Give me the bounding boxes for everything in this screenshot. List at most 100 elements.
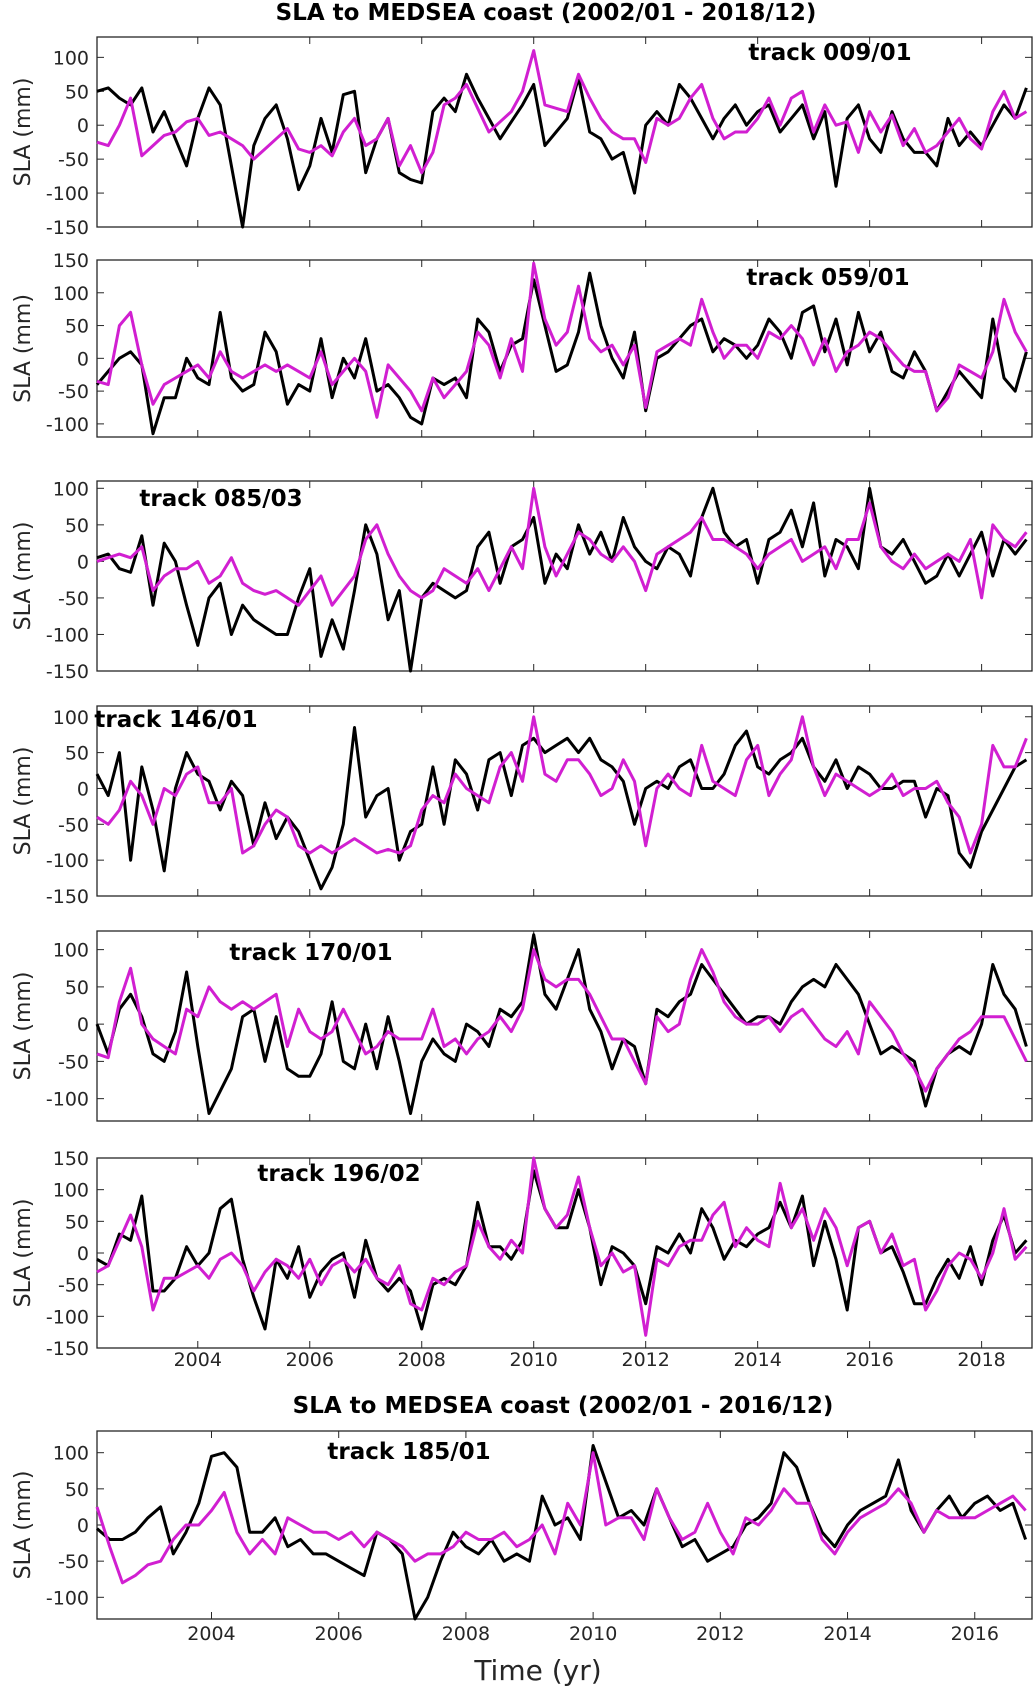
y-tick-label: 100 xyxy=(53,283,89,305)
track-label: track 085/03 xyxy=(139,486,302,512)
x-tick-label: 2010 xyxy=(569,1623,617,1645)
plot-frame xyxy=(96,1430,1033,1620)
y-tick-label: -100 xyxy=(46,1306,89,1328)
black-series-line xyxy=(96,1169,1028,1331)
magenta-series-line xyxy=(96,715,1028,855)
x-tick-label: 2018 xyxy=(957,1349,1005,1371)
y-tick-label: -150 xyxy=(46,886,89,908)
y-tick-label: -150 xyxy=(46,217,89,239)
track-label: track 170/01 xyxy=(229,940,392,966)
y-tick-label: -100 xyxy=(46,850,89,872)
y-tick-label: -100 xyxy=(46,1089,89,1111)
magenta-series-line xyxy=(96,948,1028,1093)
x-axis-label: Time (yr) xyxy=(473,1654,601,1687)
magenta-series-line xyxy=(96,1156,1028,1337)
black-series-line xyxy=(95,933,1028,1115)
y-tick-label: 50 xyxy=(65,743,89,765)
y-tick-label: 50 xyxy=(65,81,89,103)
black-series-line xyxy=(96,72,1028,229)
track-label: track 009/01 xyxy=(748,40,911,66)
y-tick-label: 100 xyxy=(53,1443,89,1465)
y-tick-label: 0 xyxy=(77,1243,89,1265)
y-tick-label: 0 xyxy=(77,348,89,370)
x-tick-label: 2004 xyxy=(187,1623,235,1645)
y-tick-label: 100 xyxy=(53,707,89,729)
y-tick-label: -100 xyxy=(46,183,89,205)
plot-frame xyxy=(96,36,1033,228)
y-axis-label: SLA (mm) xyxy=(11,1199,36,1308)
magenta-series-line xyxy=(96,261,1028,419)
y-axis-label: SLA (mm) xyxy=(11,972,36,1081)
y-tick-label: 50 xyxy=(65,515,89,537)
panel-1: -100 -50 0 50 100 150 SLA (mm) track 059/01 xyxy=(11,250,1033,438)
y-tick-label: 50 xyxy=(65,1479,89,1501)
y-tick-label: 50 xyxy=(65,1211,89,1233)
track-label: track 059/01 xyxy=(746,265,909,291)
x-tick-label: 2014 xyxy=(733,1349,781,1371)
y-axis-label: SLA (mm) xyxy=(11,522,36,631)
y-tick-label: -150 xyxy=(46,661,89,683)
black-series-line xyxy=(96,1444,1028,1621)
y-tick-label: 50 xyxy=(65,977,89,999)
x-tick-label: 2010 xyxy=(510,1349,558,1371)
track-label: track 185/01 xyxy=(327,1439,490,1465)
y-tick-label: 0 xyxy=(77,551,89,573)
y-tick-label: 0 xyxy=(77,115,89,137)
panel-3: -150 -100 -50 0 50 100 SLA (mm) track 146/01 xyxy=(11,705,1033,908)
panel-5: -150 -100 -50 0 50 100 150 2004 2006 2008 2010 2012… xyxy=(11,1148,1033,1371)
x-tick-label: 2016 xyxy=(845,1349,893,1371)
x-tick-label: 2004 xyxy=(174,1349,222,1371)
y-axis-label: SLA (mm) xyxy=(11,747,36,856)
y-tick-label: -50 xyxy=(58,149,89,171)
black-series-line xyxy=(95,726,1028,891)
magenta-series-line xyxy=(96,486,1028,607)
x-tick-label: 2012 xyxy=(622,1349,670,1371)
track-label: track 146/01 xyxy=(94,707,257,733)
track-label: track 196/02 xyxy=(257,1161,420,1187)
y-tick-label: 50 xyxy=(65,316,89,338)
panel-6: -100 -50 0 50 100 2004 2006 2008 2010 2012 2014 201… xyxy=(11,1393,1033,1687)
magenta-series-line xyxy=(95,1451,1027,1585)
y-tick-label: 150 xyxy=(53,1148,89,1170)
panel-0: -150 -100 -50 0 50 100 SLA (mm) track 009/01 SLA… xyxy=(11,0,1033,239)
x-tick-label: 2014 xyxy=(823,1623,871,1645)
y-tick-label: -50 xyxy=(58,1275,89,1297)
plot-frame xyxy=(96,480,1033,672)
y-tick-label: -100 xyxy=(46,1587,89,1609)
chart-title: SLA to MEDSEA coast (2002/01 - 2018/12) xyxy=(276,0,817,26)
x-tick-label: 2012 xyxy=(696,1623,744,1645)
y-tick-label: 100 xyxy=(53,47,89,69)
y-tick-label: -150 xyxy=(46,1338,89,1360)
y-tick-label: 100 xyxy=(53,940,89,962)
x-tick-label: 2006 xyxy=(286,1349,334,1371)
y-tick-label: -50 xyxy=(58,1051,89,1073)
black-series-line xyxy=(95,271,1028,436)
y-tick-label: -100 xyxy=(46,624,89,646)
y-tick-label: 0 xyxy=(77,1515,89,1537)
y-tick-label: 0 xyxy=(77,1014,89,1036)
y-tick-label: 150 xyxy=(53,250,89,272)
x-tick-label: 2006 xyxy=(315,1623,363,1645)
y-tick-label: -50 xyxy=(58,814,89,836)
panel-4: -100 -50 0 50 100 SLA (mm) track 170/01 xyxy=(11,930,1033,1122)
x-tick-label: 2008 xyxy=(442,1623,490,1645)
y-tick-label: -50 xyxy=(58,381,89,403)
y-axis-label: SLA (mm) xyxy=(11,78,36,187)
y-tick-label: 0 xyxy=(77,778,89,800)
magenta-series-line xyxy=(96,49,1028,175)
x-tick-label: 2008 xyxy=(398,1349,446,1371)
chart-title: SLA to MEDSEA coast (2002/01 - 2016/12) xyxy=(293,1393,834,1419)
plot-frame xyxy=(96,1157,1033,1349)
panel-2: -150 -100 -50 0 50 100 SLA (mm) track 085/03 xyxy=(11,478,1033,683)
y-tick-label: -50 xyxy=(58,588,89,610)
x-tick-label: 2016 xyxy=(951,1623,999,1645)
y-tick-label: -100 xyxy=(46,414,89,436)
plot-frame xyxy=(96,259,1033,438)
y-tick-label: 100 xyxy=(53,478,89,500)
y-tick-label: -50 xyxy=(58,1551,89,1573)
black-series-line xyxy=(96,486,1028,673)
y-axis-label: SLA (mm) xyxy=(11,1471,36,1580)
y-tick-label: 100 xyxy=(53,1180,89,1202)
plot-frame xyxy=(96,705,1033,897)
